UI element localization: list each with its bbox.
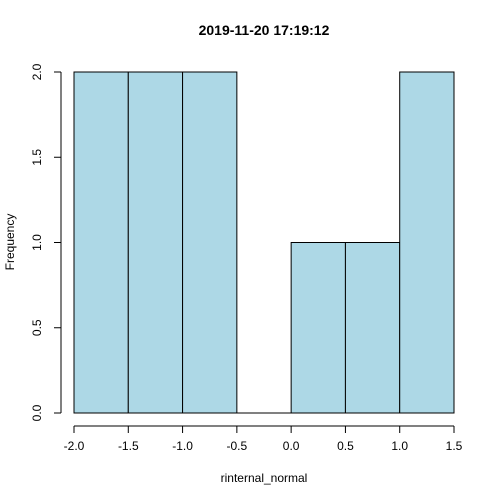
histogram-bar-4 (290, 242, 346, 414)
x-tick-label: 1.0 (391, 439, 408, 453)
y-axis-label: Frequency (3, 214, 17, 271)
y-tick-label: 0.0 (30, 404, 44, 421)
histogram-bar-1 (127, 71, 184, 414)
y-axis: 0.0 0.5 1.0 1.5 2.0 (30, 63, 62, 421)
histogram-bar-0 (73, 71, 129, 414)
histogram-bar-6 (399, 71, 455, 414)
x-tick-label: 1.5 (446, 439, 463, 453)
x-tick-label: 0.0 (283, 439, 300, 453)
histogram-bar-2 (182, 71, 238, 414)
bars-group (73, 71, 455, 414)
x-axis-label: rinternal_normal (221, 471, 308, 485)
x-tick-label: -2.0 (64, 439, 85, 453)
y-tick-label: 0.5 (30, 319, 44, 336)
x-tick-label: -1.5 (118, 439, 139, 453)
chart-title: 2019-11-20 17:19:12 (199, 22, 330, 38)
x-tick-label: -0.5 (227, 439, 248, 453)
y-tick-label: 1.5 (30, 149, 44, 166)
x-tick-label: 0.5 (337, 439, 354, 453)
y-tick-label: 2.0 (30, 63, 44, 80)
x-axis: -2.0 -1.5 -1.0 -0.5 0.0 0.5 1.0 1.5 (64, 425, 463, 453)
y-tick-label: 1.0 (30, 234, 44, 251)
histogram-bar-5 (344, 242, 401, 414)
x-tick-label: -1.0 (172, 439, 193, 453)
